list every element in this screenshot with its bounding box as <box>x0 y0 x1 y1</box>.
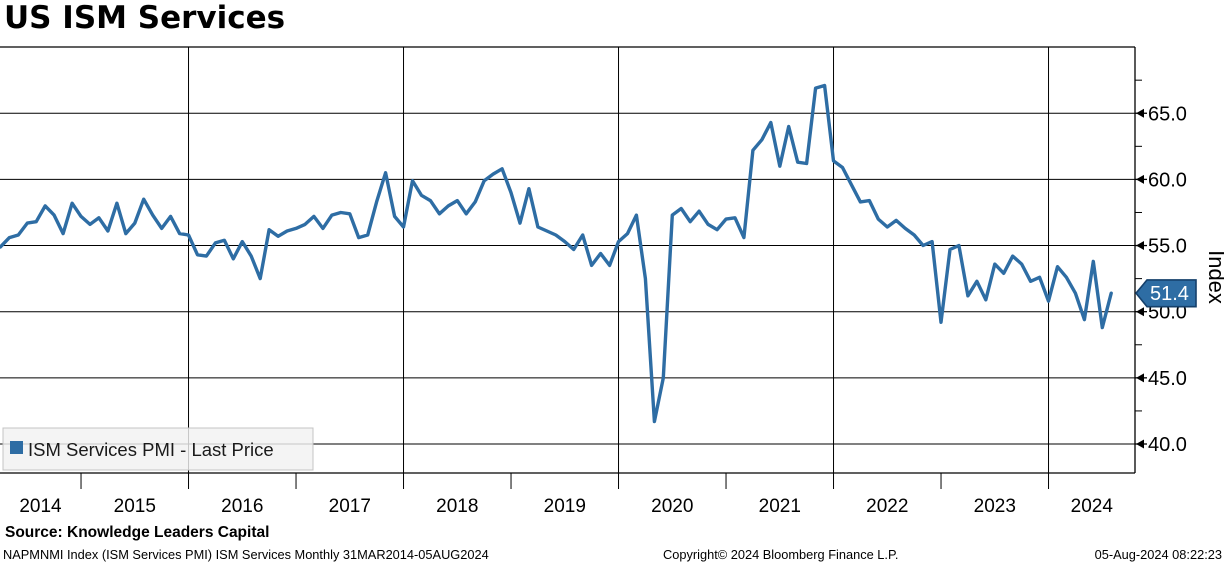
timestamp: 05-Aug-2024 08:22:23 <box>1094 547 1222 562</box>
svg-text:55.0: 55.0 <box>1148 236 1187 258</box>
year-label: 2016 <box>221 496 263 517</box>
legend-swatch <box>10 441 23 454</box>
year-label: 2020 <box>651 496 693 517</box>
footer-row: NAPMNMI Index (ISM Services PMI) ISM Ser… <box>0 547 1224 565</box>
badge-shape <box>1134 279 1197 308</box>
year-label: 2022 <box>866 496 908 517</box>
copyright-notice: Copyright© 2024 Bloomberg Finance L.P. <box>663 547 899 562</box>
legend-box[interactable] <box>2 427 314 471</box>
badge-value: 51.4 <box>1150 283 1189 305</box>
y-axis-title: Index <box>1204 250 1224 304</box>
year-label: 2024 <box>1071 496 1114 517</box>
year-label: 2018 <box>436 496 478 517</box>
svg-text:60.0: 60.0 <box>1148 169 1187 191</box>
legend[interactable]: ISM Services PMI - Last Price <box>2 427 314 471</box>
legend-label: ISM Services PMI - Last Price <box>28 439 274 460</box>
security-description: NAPMNMI Index (ISM Services PMI) ISM Ser… <box>3 547 489 562</box>
year-label: 2019 <box>544 496 586 517</box>
year-label: 2014 <box>19 496 62 517</box>
gridlines <box>0 47 1135 473</box>
last-price-badge: 51.4 <box>1134 279 1197 308</box>
x-axis-labels: 2014 2015 2016 2017 2018 2019 2020 2021 2022 2023… <box>19 496 1113 517</box>
year-label: 2021 <box>759 496 801 517</box>
year-label: 2023 <box>974 496 1016 517</box>
svg-text:45.0: 45.0 <box>1148 368 1187 390</box>
year-label: 2015 <box>114 496 156 517</box>
source-line: Source: Knowledge Leaders Capital <box>5 524 270 541</box>
year-label: 2017 <box>329 496 371 517</box>
svg-text:40.0: 40.0 <box>1148 434 1187 456</box>
svg-text:65.0: 65.0 <box>1148 103 1187 125</box>
page-title: US ISM Services <box>4 0 286 36</box>
price-line[interactable] <box>0 83 1113 424</box>
axes <box>0 46 1147 489</box>
